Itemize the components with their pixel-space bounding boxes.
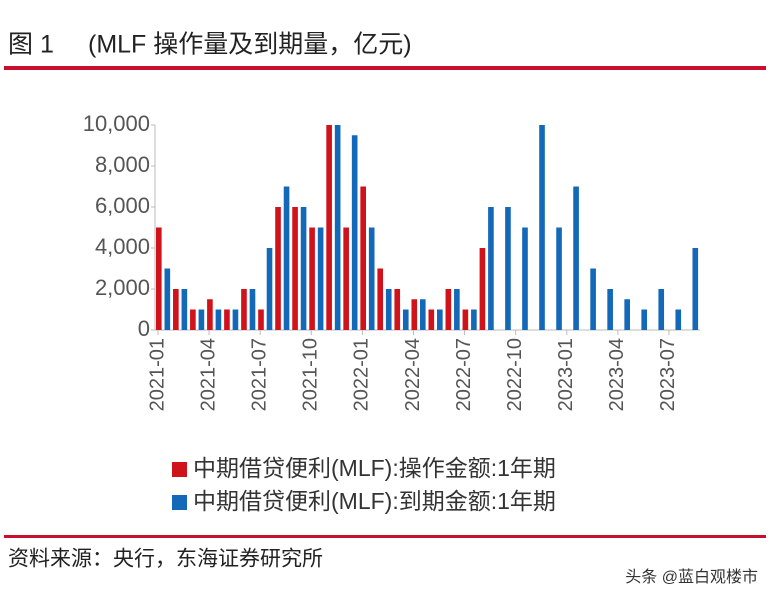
bar: [624, 299, 630, 330]
bar: [488, 207, 494, 330]
bar: [419, 299, 426, 330]
bar: [377, 268, 384, 330]
bar: [249, 289, 256, 330]
y-tick-label: 2,000: [95, 275, 150, 300]
footer-rule: [4, 535, 766, 538]
bar: [607, 289, 613, 330]
bar: [334, 125, 341, 330]
y-tick-label: 0: [138, 316, 150, 341]
y-tick-label: 8,000: [95, 152, 150, 177]
bar: [641, 309, 648, 330]
legend-label: 中期借贷便利(MLF):操作金额:1年期: [193, 455, 556, 481]
x-tick-label: 2022-10: [504, 338, 526, 411]
y-tick-label: 6,000: [95, 193, 150, 218]
bar: [173, 289, 179, 330]
bar: [573, 186, 579, 330]
y-tick-label: 10,000: [83, 111, 150, 136]
bar: [454, 289, 460, 330]
bar: [326, 125, 332, 330]
bar: [505, 207, 511, 330]
bar: [556, 227, 562, 330]
bar: [292, 207, 298, 330]
legend-swatch: [172, 462, 187, 477]
bar: [241, 289, 247, 330]
bar: [215, 309, 222, 330]
bar: [232, 309, 239, 330]
y-tick-label: 4,000: [95, 234, 150, 259]
chart-title: (MLF 操作量及到期量，亿元): [88, 31, 412, 59]
bar: [658, 289, 665, 330]
bar: [360, 186, 366, 330]
x-tick-label: 2023-04: [606, 338, 628, 411]
x-tick-label: 2021-01: [146, 338, 168, 411]
bar: [445, 289, 452, 330]
bar: [539, 125, 545, 330]
legend-label: 中期借贷便利(MLF):到期金额:1年期: [193, 488, 556, 514]
header-rule: [4, 66, 766, 70]
bar: [394, 289, 401, 330]
bar: [309, 227, 315, 330]
bar: [590, 268, 596, 330]
figure-label: 图 1: [8, 31, 54, 59]
x-tick-label: 2021-10: [300, 338, 322, 411]
bar: [692, 248, 699, 330]
bar: [351, 135, 358, 330]
watermark: 头条 @蓝白观楼市: [625, 568, 758, 586]
bar: [300, 207, 307, 330]
x-tick-label: 2021-07: [248, 338, 270, 411]
bar: [411, 299, 418, 330]
bar: [156, 227, 162, 330]
x-tick-label: 2021-04: [197, 338, 219, 411]
bar: [479, 248, 486, 330]
bar: [224, 309, 230, 330]
x-tick-label: 2022-07: [453, 338, 475, 411]
bar: [207, 299, 213, 330]
bar: [368, 227, 375, 330]
x-tick-label: 2022-04: [402, 338, 424, 411]
bar: [198, 309, 205, 330]
bar: [164, 268, 171, 330]
x-tick-label: 2023-01: [555, 338, 577, 411]
bar: [385, 289, 392, 330]
bar: [462, 309, 469, 330]
bar: [522, 227, 528, 330]
bar: [402, 309, 409, 330]
bar: [343, 227, 349, 330]
bar: [471, 309, 477, 330]
bar: [266, 248, 273, 330]
x-tick-label: 2022-01: [351, 338, 373, 411]
bar: [675, 309, 682, 330]
legend-swatch: [172, 495, 187, 510]
bar: [283, 186, 290, 330]
bar: [181, 289, 188, 330]
source: 资料来源：央行，东海证券研究所: [8, 547, 323, 571]
bar: [437, 309, 443, 330]
bar: [317, 227, 324, 330]
x-tick-label: 2023-07: [657, 338, 679, 411]
bar: [275, 207, 281, 330]
bar: [258, 309, 264, 330]
bar: [190, 309, 196, 330]
bar: [428, 309, 435, 330]
